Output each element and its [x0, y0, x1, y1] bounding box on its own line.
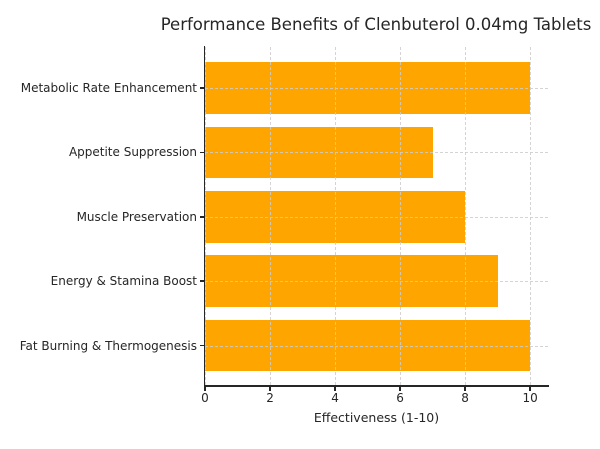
x-tick-mark	[464, 386, 466, 391]
x-tick-label: 2	[266, 391, 274, 405]
y-tick-mark	[199, 344, 204, 347]
x-tick-label: 6	[396, 391, 404, 405]
x-tick-mark	[269, 386, 271, 391]
y-tick-label: Metabolic Rate Enhancement	[20, 81, 197, 95]
y-tick-label: Muscle Preservation	[76, 209, 197, 224]
x-tick-mark	[529, 386, 531, 391]
y-tick-mark	[199, 151, 204, 154]
gridline	[205, 88, 548, 89]
gridline	[205, 281, 548, 283]
gridline	[205, 345, 548, 347]
x-tick-label: 8	[461, 391, 469, 405]
y-tick-mark	[199, 216, 204, 218]
gridline	[205, 47, 206, 385]
x-tick-label: 10	[522, 391, 538, 405]
y-tick-mark	[199, 280, 204, 282]
gridline	[400, 47, 402, 385]
gridline	[530, 47, 532, 385]
gridline	[465, 47, 467, 385]
gridline	[205, 216, 548, 218]
chart-title: Performance Benefits of Clenbuterol 0.04…	[160, 15, 592, 34]
y-axis-spine	[203, 46, 205, 386]
x-tick-label: 0	[201, 391, 209, 405]
y-tick-label: Appetite Suppression	[68, 145, 197, 160]
x-axis-spine	[203, 385, 549, 387]
x-tick-mark	[334, 386, 336, 391]
x-tick-mark	[204, 386, 206, 391]
y-tick-mark	[199, 87, 204, 89]
gridline	[335, 47, 337, 385]
y-tick-label: Fat Burning & Thermogenesis	[19, 338, 197, 353]
plot-area	[205, 47, 548, 385]
gridline	[205, 152, 548, 154]
y-tick-label: Energy & Stamina Boost	[50, 274, 197, 289]
x-tick-label: 4	[331, 391, 339, 405]
gridline	[270, 47, 272, 385]
x-tick-mark	[399, 386, 401, 391]
x-axis-label: Effectiveness (1-10)	[313, 410, 440, 425]
